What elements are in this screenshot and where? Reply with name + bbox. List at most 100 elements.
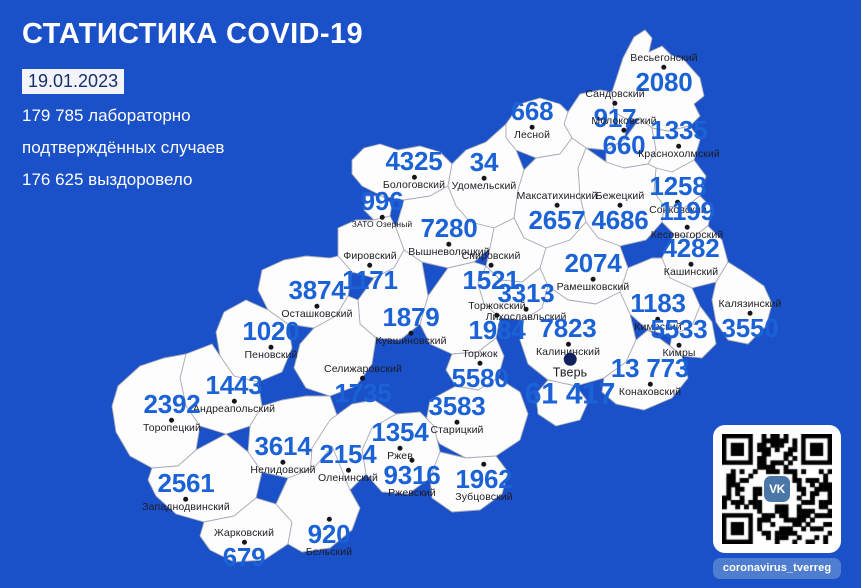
district-label[interactable]: Молоковский 660 <box>591 115 656 158</box>
district-label[interactable]: Спировский 1521 <box>462 250 521 295</box>
district-name: Нелидовский <box>250 464 316 477</box>
map-regions <box>111 29 773 563</box>
district-center-dot-icon <box>409 457 415 463</box>
district-name: Калязинский <box>718 297 782 310</box>
district-label[interactable]: 1443 Андреапольский <box>193 369 275 415</box>
district-case-count: 2561 <box>157 467 215 498</box>
district-case-count: 3313 <box>497 277 555 308</box>
district-label[interactable]: Селижаровский 1735 <box>324 363 402 406</box>
district-center-dot-icon <box>661 64 667 70</box>
district-name: Конаковский <box>618 386 682 399</box>
district-label[interactable]: 1020 Пеновский <box>242 318 299 362</box>
district-label[interactable]: Тверь 61 417 <box>525 352 615 410</box>
district-name: Зубцовский <box>455 491 513 504</box>
district-name: Старицкий <box>430 424 484 437</box>
district-center-dot-icon <box>345 468 351 474</box>
district-label[interactable]: 3614 Нелидовский <box>250 430 316 477</box>
district-name: Рамешковский <box>556 281 630 294</box>
district-label[interactable]: 13 773 Конаковский <box>611 355 690 399</box>
header-block: СТАТИСТИКА COVID-19 19.01.2023 179 785 л… <box>22 18 442 203</box>
district-label[interactable]: 34 Удомельский <box>452 146 517 192</box>
district-center-dot-icon <box>231 399 237 405</box>
district-label[interactable]: 668 Лесной <box>510 95 554 142</box>
district-name: Бельский <box>305 546 353 559</box>
district-case-count: 1521 <box>462 264 520 295</box>
district-name: Кимры <box>662 347 696 360</box>
district-label[interactable]: Торжокский 1984 <box>468 300 525 343</box>
district-label[interactable]: Торжок 5580 <box>451 348 508 391</box>
district-case-count: 1335 <box>650 114 708 145</box>
district-center-dot-icon <box>477 360 483 366</box>
district-label[interactable]: 7280 Вышневолоцкий <box>408 215 489 258</box>
district-label[interactable]: Калязинский 3550 <box>718 297 782 341</box>
district-label[interactable]: Сандовский 917 <box>585 88 644 133</box>
district-name: Торопецкий <box>143 422 201 435</box>
district-label[interactable]: 1183 Кимрский <box>630 287 686 333</box>
qr-code[interactable]: VK <box>713 425 841 553</box>
district-label[interactable]: Весьегонский 2080 <box>630 52 697 97</box>
district-center-dot-icon <box>617 202 623 208</box>
district-label[interactable]: 3874 Осташковский <box>281 274 353 321</box>
stat-recovered: 176 625 выздоровело <box>22 170 193 190</box>
district-case-count: 5533 <box>650 313 708 344</box>
district-name: Сонковский <box>649 204 707 217</box>
district-name: Лесной <box>513 129 551 142</box>
district-case-count: 34 <box>469 146 499 177</box>
district-label[interactable]: 1962 Зубцовский <box>455 461 513 503</box>
district-label[interactable]: 4282 Кашинский <box>662 235 719 278</box>
district-center-dot-icon <box>676 144 682 150</box>
district-label[interactable]: 2392 Торопецкий <box>143 391 201 435</box>
district-label[interactable]: 4325 Бологовский <box>383 148 445 191</box>
district-case-count: 9316 <box>383 459 441 490</box>
district-center-dot-icon <box>554 202 560 208</box>
page-title: СТАТИСТИКА COVID-19 <box>22 18 364 50</box>
district-center-dot-icon <box>454 420 460 426</box>
district-center-dot-icon <box>523 307 529 313</box>
district-label[interactable]: 920 Бельский <box>306 516 352 558</box>
district-center-dot-icon <box>529 125 535 131</box>
district-center-dot-icon <box>367 262 373 268</box>
district-label[interactable]: 996 ЗАТО Озерный <box>352 188 413 229</box>
district-label[interactable]: 1879 Кувшиновский <box>375 304 446 347</box>
district-case-count: 2080 <box>635 66 693 97</box>
qr-caption[interactable]: coronavirus_tverreg <box>713 558 841 579</box>
district-label[interactable]: 1335 Краснохолмский <box>638 114 720 160</box>
district-name: Кесовогорский <box>650 229 724 242</box>
district-name: Бежецкий <box>595 189 645 202</box>
district-center-dot-icon <box>241 539 247 545</box>
district-label[interactable]: 5533 Кимры <box>650 313 708 360</box>
stat-confirmed-line1: 179 785 лабораторно <box>22 106 191 126</box>
district-label[interactable]: 2074 Рамешковский <box>556 247 630 294</box>
district-center-dot-icon <box>360 375 366 381</box>
district-label[interactable]: 1199 Кесовогорский <box>650 198 724 242</box>
district-label[interactable]: Жарковский 679 <box>214 527 274 572</box>
district-name: Фировский <box>343 249 397 262</box>
district-case-count: 3614 <box>254 430 312 461</box>
district-label[interactable]: Фировский 1171 <box>342 249 398 293</box>
district-label[interactable]: 2561 Западнодвинский <box>142 467 230 513</box>
district-case-count: 1443 <box>205 369 263 400</box>
district-label[interactable]: 3583 Старицкий <box>428 393 485 437</box>
district-case-count: 917 <box>593 102 637 133</box>
district-label[interactable]: 3313 Лихославльский <box>486 277 567 323</box>
district-name: Пеновский <box>244 349 298 362</box>
district-case-count: 679 <box>222 541 266 572</box>
district-name: Осташковский <box>281 308 353 321</box>
district-label[interactable]: Максатихинский 2657 <box>517 190 598 233</box>
vk-qr-card[interactable]: VK coronavirus_tverreg <box>713 425 841 579</box>
district-center-dot-icon <box>565 342 571 348</box>
district-label[interactable]: 1354 Ржев <box>371 419 428 462</box>
district-label[interactable]: 9316 Ржевский <box>383 457 441 500</box>
district-case-count: 3874 <box>288 274 346 305</box>
district-name: Ржевский <box>388 487 436 500</box>
district-case-count: 2074 <box>564 247 622 278</box>
district-center-dot-icon <box>411 175 417 181</box>
district-label[interactable]: Бежецкий 4686 <box>591 189 648 233</box>
district-label[interactable]: 2154 Оленинский <box>318 441 378 484</box>
district-label[interactable]: 1258 Сонковский <box>649 173 707 217</box>
district-case-count: 668 <box>510 95 554 126</box>
district-case-count: 1183 <box>630 287 686 318</box>
district-label[interactable]: 7823 Калининский <box>536 315 600 358</box>
